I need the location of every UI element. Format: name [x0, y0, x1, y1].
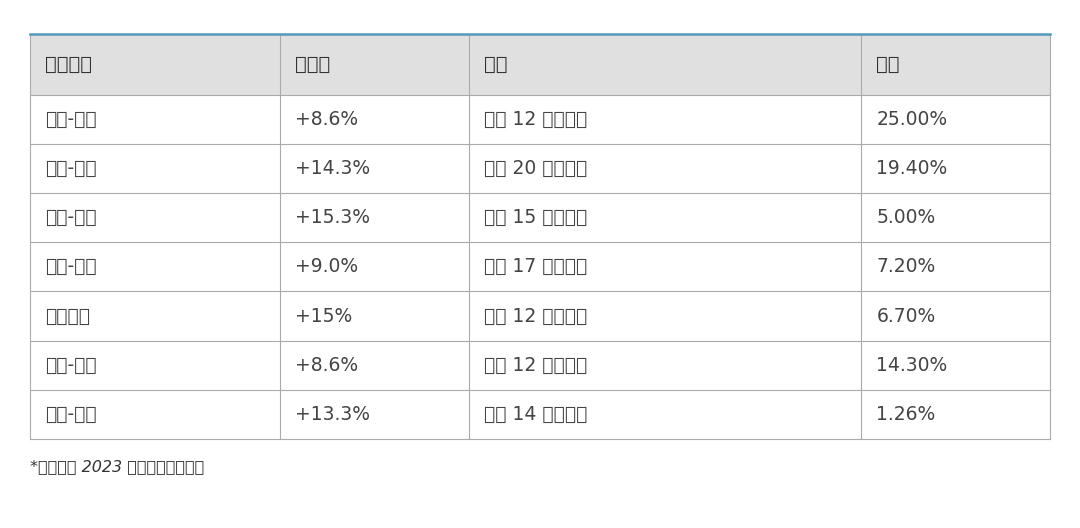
- Bar: [30, 341, 1050, 390]
- Bar: [30, 242, 1050, 291]
- Text: 贸易航线: 贸易航线: [45, 55, 93, 74]
- Text: 6.70%: 6.70%: [876, 307, 935, 325]
- Text: +15.3%: +15.3%: [295, 209, 370, 227]
- Text: 1.26%: 1.26%: [876, 405, 935, 423]
- Text: 连续 12 个月增长: 连续 12 个月增长: [484, 307, 588, 325]
- Text: 亚洲区内: 亚洲区内: [45, 307, 91, 325]
- Text: 19.40%: 19.40%: [876, 159, 947, 178]
- Text: +15%: +15%: [295, 307, 352, 325]
- Text: +8.6%: +8.6%: [295, 110, 359, 129]
- Text: *占比基于 2023 年全年货运吨公里: *占比基于 2023 年全年货运吨公里: [30, 459, 204, 474]
- Bar: [30, 291, 1050, 341]
- Text: 占比: 占比: [876, 55, 900, 74]
- Text: 连续 12 个月增长: 连续 12 个月增长: [484, 356, 588, 374]
- Text: 非洲-亚洲: 非洲-亚洲: [45, 405, 97, 423]
- Text: 5.00%: 5.00%: [876, 209, 935, 227]
- Text: +9.0%: +9.0%: [295, 258, 359, 276]
- Text: +14.3%: +14.3%: [295, 159, 370, 178]
- Text: 增长率: 增长率: [295, 55, 330, 74]
- Text: 连续 14 个月增长: 连续 14 个月增长: [484, 405, 588, 423]
- Text: 连续 17 个月增长: 连续 17 个月增长: [484, 258, 588, 276]
- Text: 连续 20 个月增长: 连续 20 个月增长: [484, 159, 588, 178]
- Text: 连续 15 个月增长: 连续 15 个月增长: [484, 209, 588, 227]
- Bar: [30, 144, 1050, 193]
- Text: 25.00%: 25.00%: [876, 110, 947, 129]
- Text: 连续 12 个月增长: 连续 12 个月增长: [484, 110, 588, 129]
- Text: 中东-亚洲: 中东-亚洲: [45, 258, 97, 276]
- Bar: [30, 34, 1050, 95]
- Text: 7.20%: 7.20%: [876, 258, 935, 276]
- Text: 中东-欧洲: 中东-欧洲: [45, 209, 97, 227]
- Text: +8.6%: +8.6%: [295, 356, 359, 374]
- Bar: [30, 193, 1050, 242]
- Text: 14.30%: 14.30%: [876, 356, 947, 374]
- Text: 注释: 注释: [484, 55, 508, 74]
- Bar: [30, 95, 1050, 144]
- Text: 亚洲-北美: 亚洲-北美: [45, 110, 97, 129]
- Text: +13.3%: +13.3%: [295, 405, 370, 423]
- Bar: [30, 390, 1050, 439]
- Text: 北美-欧洲: 北美-欧洲: [45, 356, 97, 374]
- Text: 欧洲-亚洲: 欧洲-亚洲: [45, 159, 97, 178]
